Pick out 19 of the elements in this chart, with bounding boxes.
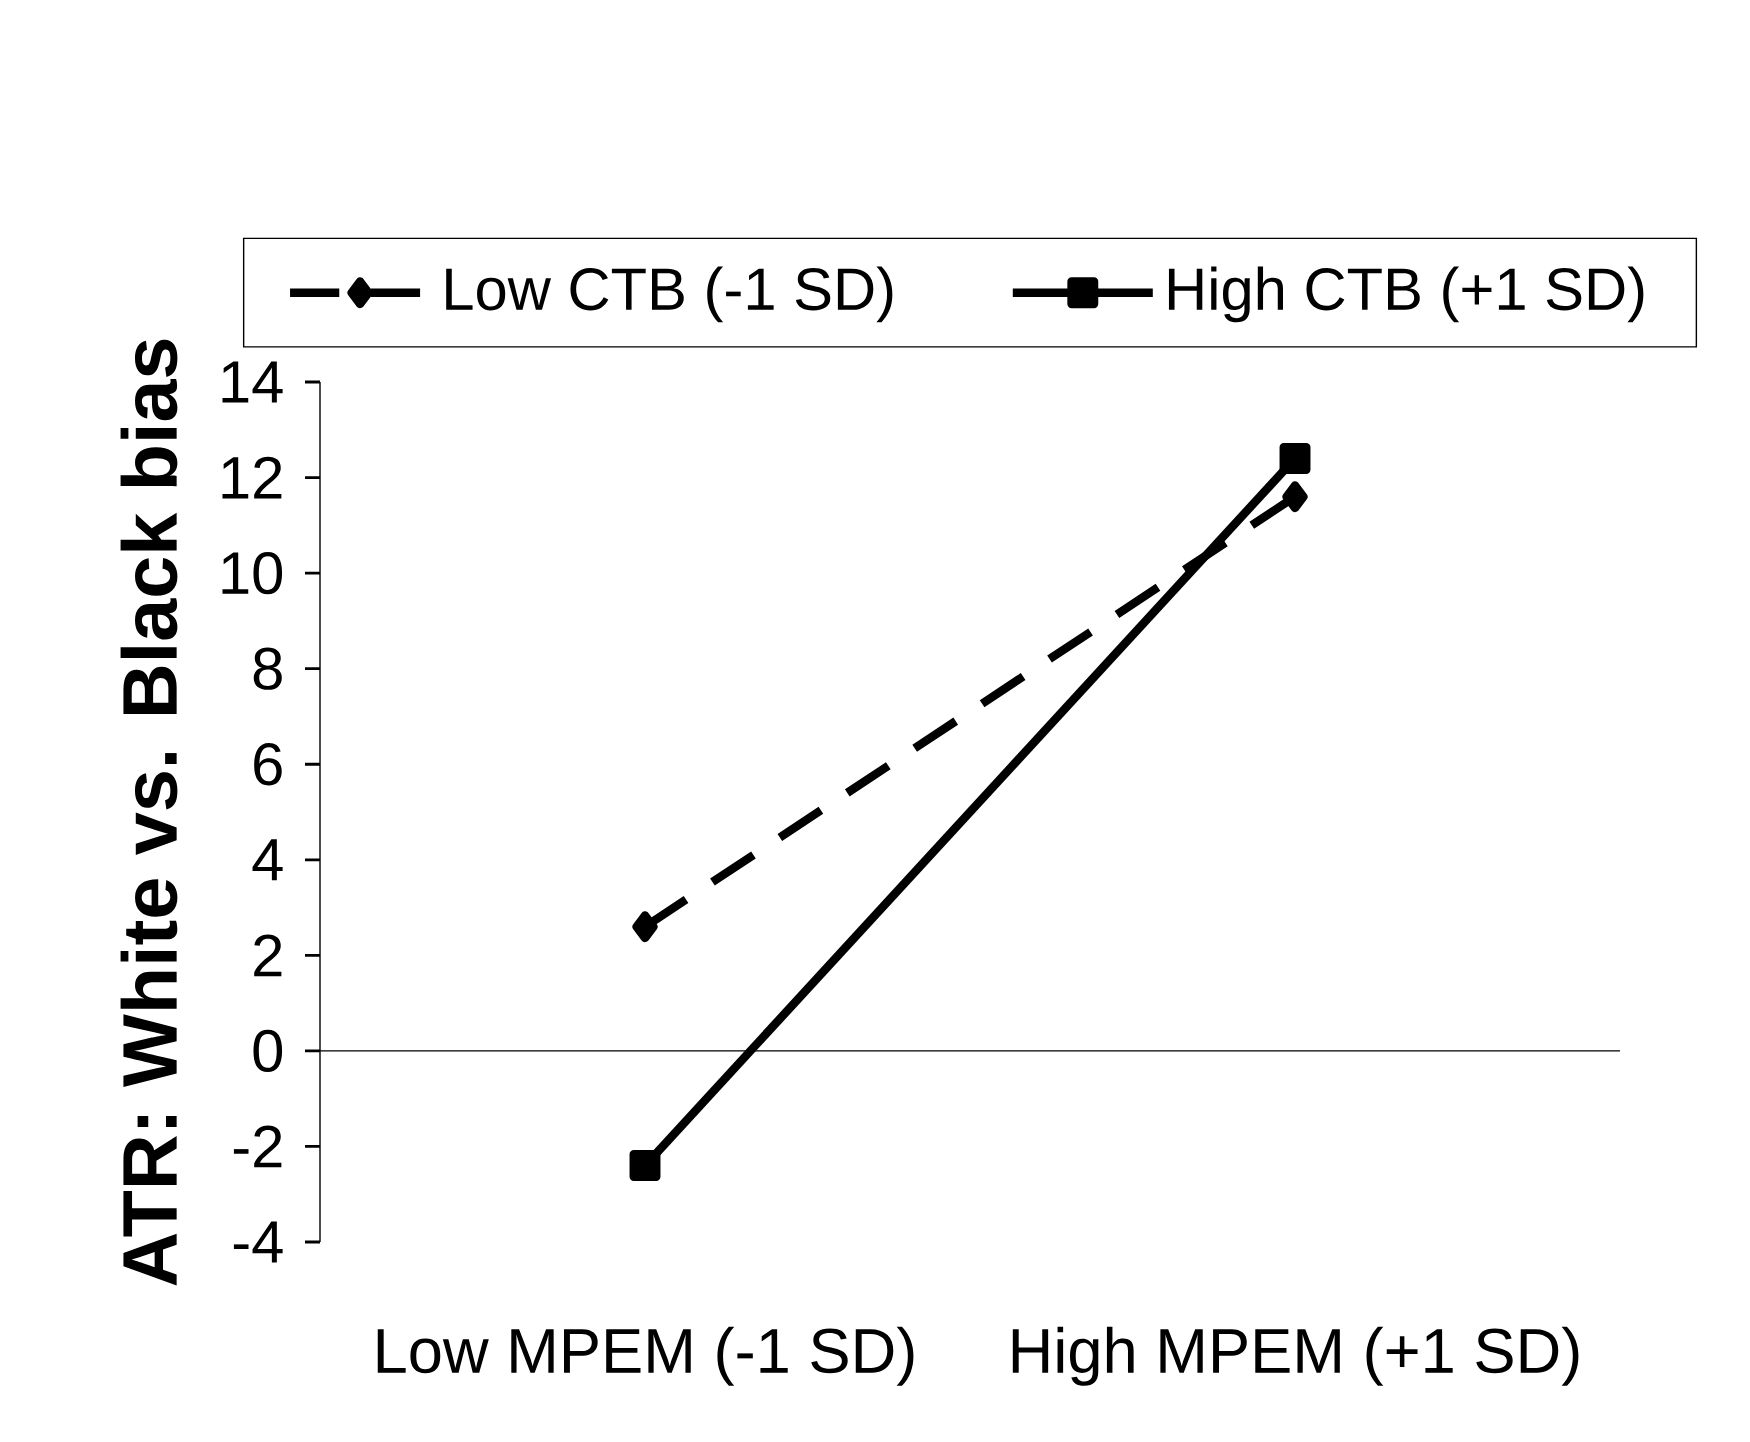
point xyxy=(632,911,658,943)
x-tick-label: High MPEM (+1 SD) xyxy=(1012,1326,1579,1386)
y-axis-title: ATR: White vs. Black bias xyxy=(120,339,178,1286)
point xyxy=(629,1150,661,1182)
x-tick-label: Low MPEM (-1 SD) xyxy=(377,1326,914,1386)
y-tick-label: 8 xyxy=(253,647,282,690)
y-tick-label: 10 xyxy=(222,551,283,595)
y-tick-label: 4 xyxy=(252,839,283,881)
y-tick-label: 6 xyxy=(254,743,282,786)
y-tick-label: 2 xyxy=(254,934,282,977)
legend-label: High CTB (+1 SD) xyxy=(1168,266,1644,323)
y-tick-label: -4 xyxy=(233,1221,283,1263)
point xyxy=(1279,442,1311,474)
y-tick-label: 14 xyxy=(222,361,283,403)
y-tick-label: 12 xyxy=(222,456,282,499)
y-tick-label: 0 xyxy=(253,1029,283,1073)
y-tick-label: -2 xyxy=(233,1125,282,1168)
legend-label: Low CTB (-1 SD) xyxy=(446,266,893,323)
point xyxy=(1282,481,1308,513)
